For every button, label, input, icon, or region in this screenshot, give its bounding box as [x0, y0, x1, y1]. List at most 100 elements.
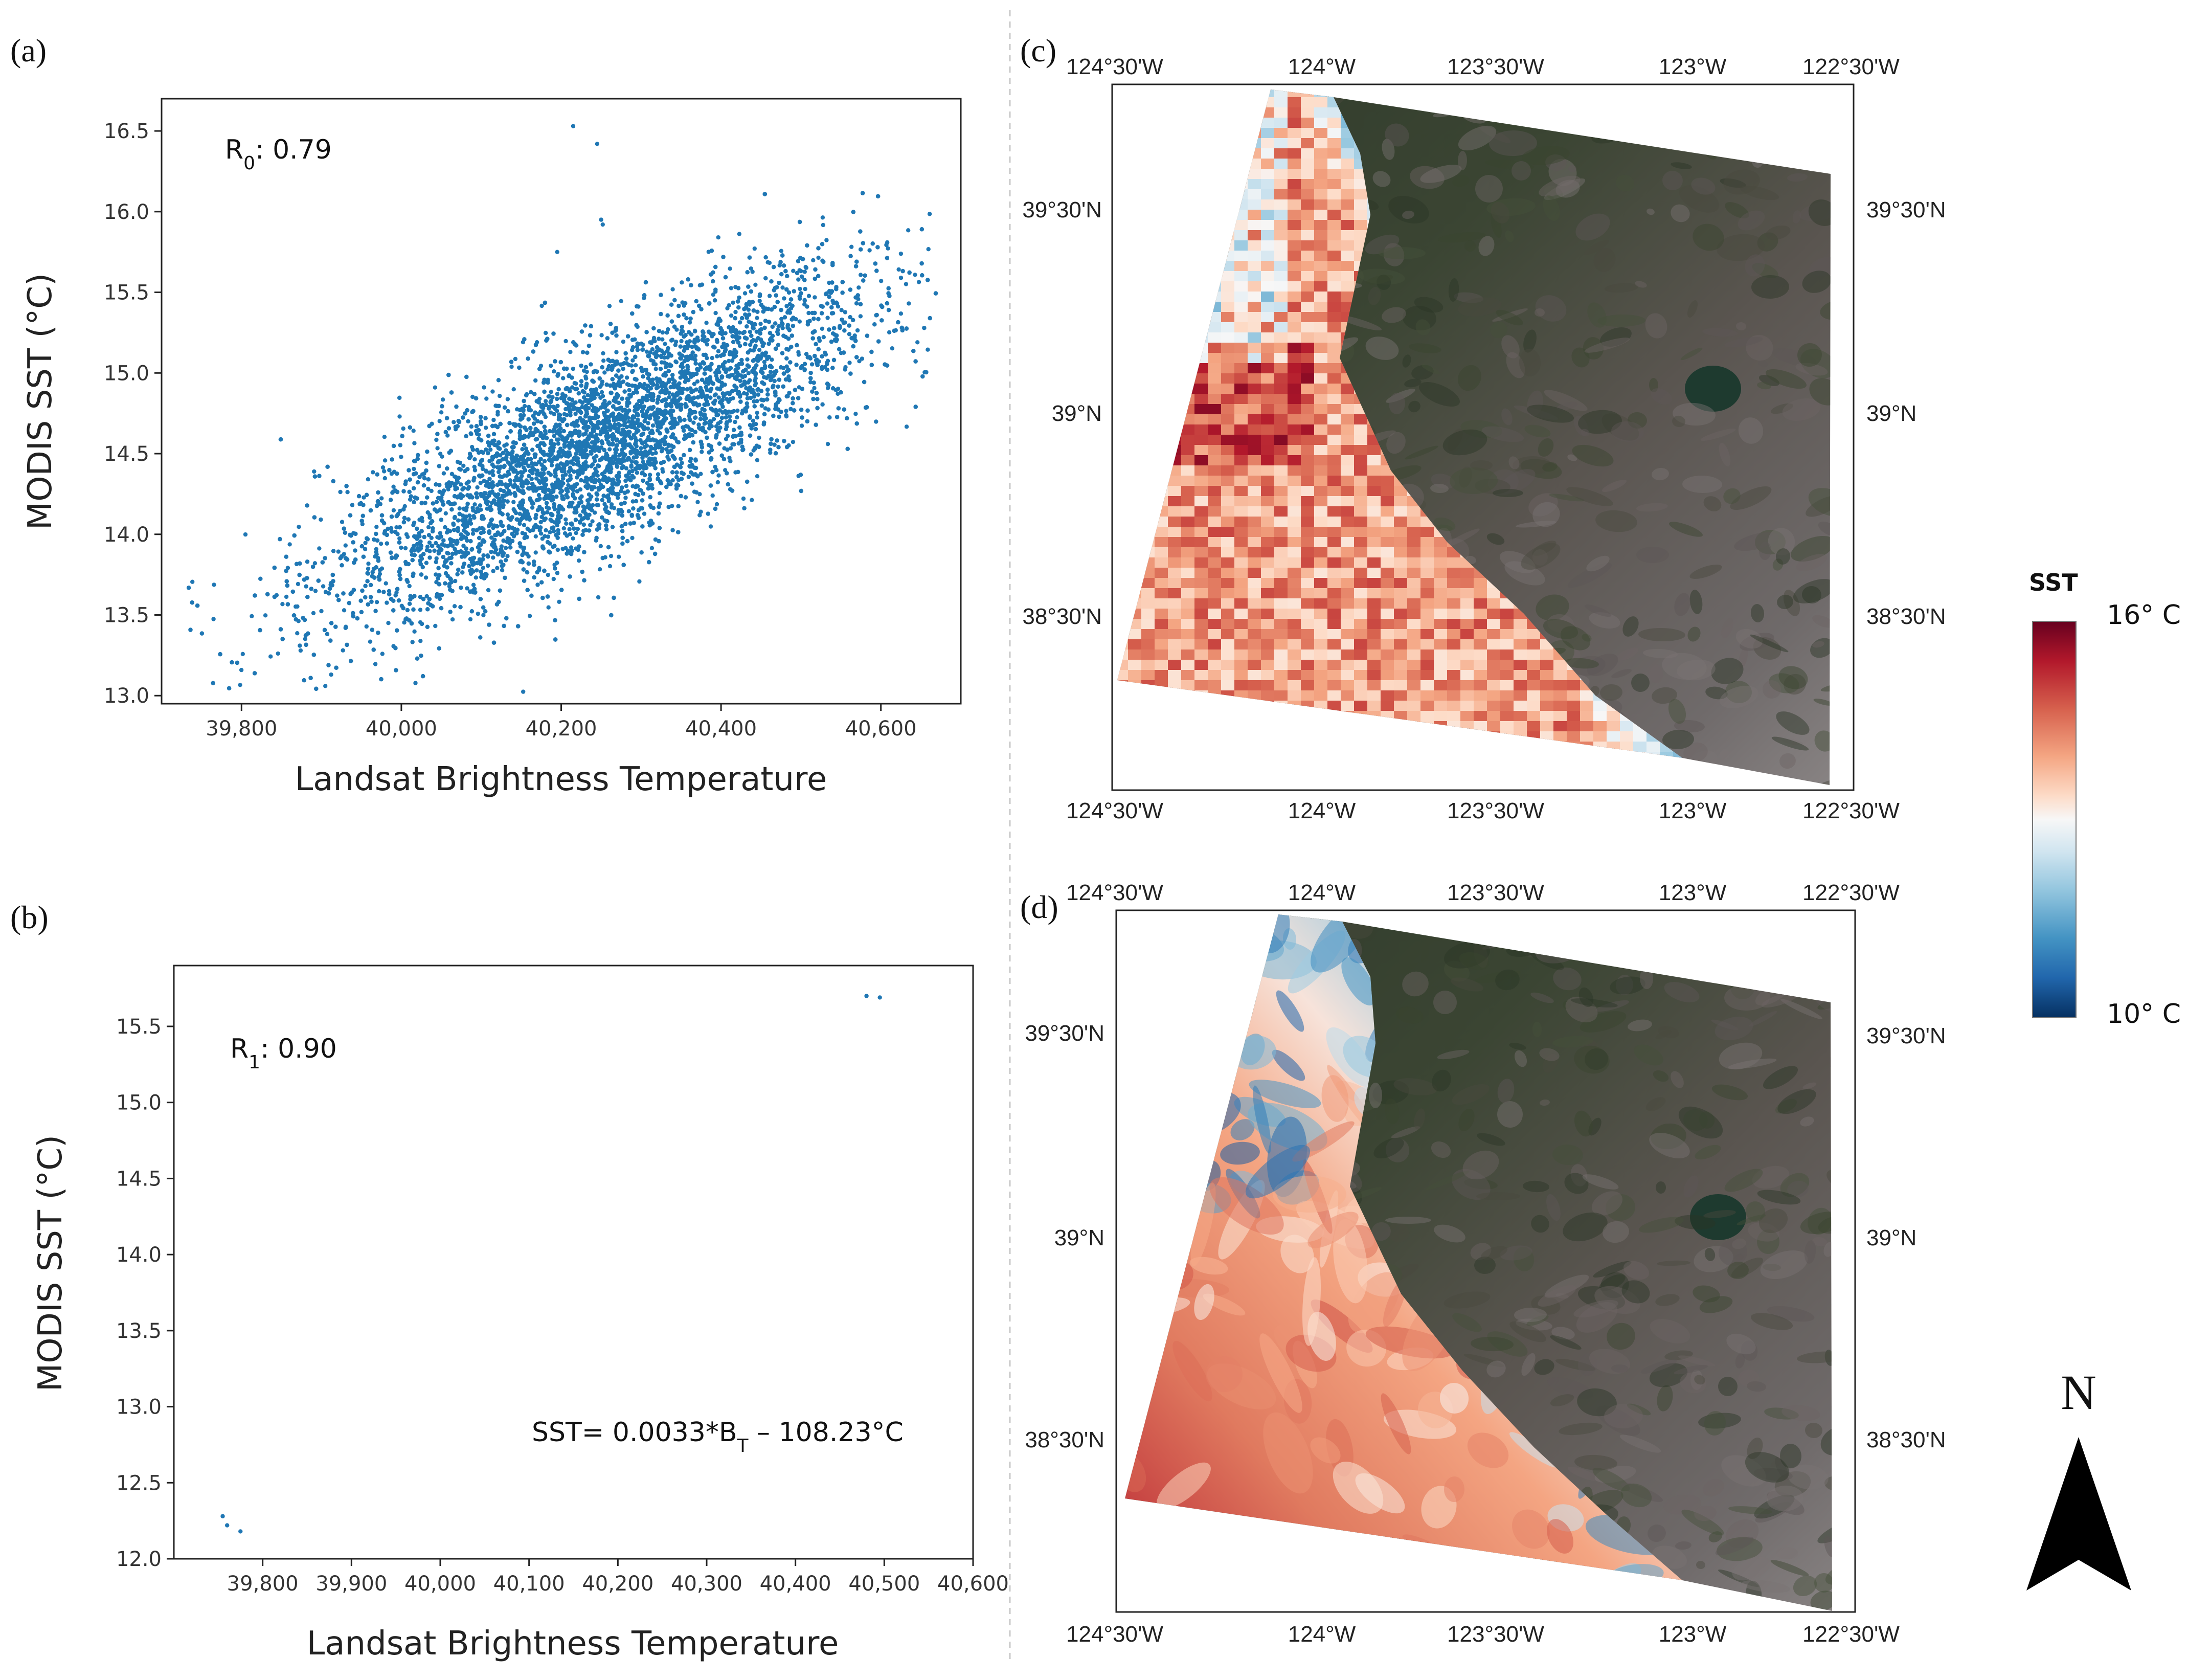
- scatter-point: [597, 567, 602, 572]
- scatter-point: [532, 559, 536, 564]
- scatter-point: [716, 395, 721, 400]
- scatter-point: [317, 546, 322, 551]
- scatter-point: [726, 434, 730, 438]
- scatter-point: [915, 340, 920, 345]
- scatter-point: [404, 532, 409, 537]
- scatter-point: [809, 362, 815, 367]
- scatter-point: [687, 320, 692, 325]
- scatter-point: [263, 613, 268, 618]
- scatter-point: [405, 608, 410, 613]
- scatter-point: [904, 424, 909, 429]
- scatter-point: [820, 326, 825, 331]
- scatter-point: [661, 469, 665, 474]
- scatter-point: [441, 471, 446, 476]
- scatter-point: [755, 411, 759, 415]
- scatter-point: [731, 300, 735, 305]
- scatter-point: [378, 542, 384, 546]
- scatter-point: [630, 358, 635, 363]
- scatter-point: [563, 517, 568, 522]
- scatter-point: [597, 464, 601, 468]
- scatter-point: [820, 215, 825, 220]
- scatter-point: [461, 565, 465, 570]
- scatter-point: [679, 339, 684, 344]
- scatter-point: [825, 301, 830, 306]
- scatter-point: [491, 555, 495, 560]
- scatter-point: [657, 491, 662, 496]
- scatter-point: [498, 393, 502, 398]
- scatter-point: [758, 322, 763, 326]
- scatter-point: [716, 235, 721, 240]
- scatter-point: [896, 267, 901, 272]
- scatter-point: [744, 386, 749, 391]
- scatter-point: [735, 415, 739, 420]
- scatter-point: [321, 584, 326, 589]
- scatter-point: [634, 363, 638, 368]
- scatter-point: [536, 492, 542, 498]
- scatter-point: [779, 317, 784, 321]
- scatter-point: [443, 525, 447, 530]
- scatter-point: [860, 356, 865, 361]
- scatter-point: [399, 545, 403, 550]
- scatter-point: [495, 566, 500, 570]
- scatter-point: [898, 251, 904, 256]
- scatter-point: [857, 359, 862, 364]
- scatter-point: [345, 490, 350, 495]
- scatter-point: [824, 238, 829, 242]
- scatter-point: [742, 382, 747, 387]
- scatter-point: [212, 583, 216, 587]
- scatter-point: [782, 296, 786, 301]
- scatter-point: [607, 304, 612, 308]
- scatter-point: [547, 429, 552, 434]
- scatter-point: [601, 351, 605, 355]
- scatter-point: [670, 287, 675, 292]
- scatter-point: [776, 343, 781, 347]
- scatter-point: [757, 348, 762, 352]
- scatter-point: [733, 419, 737, 424]
- scatter-point: [572, 380, 577, 386]
- scatter-point: [566, 483, 571, 488]
- scatter-point: [298, 643, 302, 648]
- scatter-point: [413, 681, 418, 685]
- scatter-point: [589, 362, 593, 367]
- scatter-point: [659, 360, 664, 365]
- scatter-point: [385, 600, 389, 605]
- scatter-point: [379, 496, 384, 501]
- scatter-point: [598, 544, 603, 549]
- scatter-point: [600, 429, 605, 434]
- scatter-point: [549, 498, 554, 503]
- scatter-point: [746, 371, 751, 375]
- scatter-point: [568, 350, 573, 354]
- scatter-point: [578, 487, 583, 492]
- scatter-point: [571, 536, 575, 541]
- scatter-point: [593, 458, 597, 463]
- scatter-point: [312, 469, 317, 474]
- scatter-point: [820, 258, 825, 263]
- scatter-point: [593, 510, 597, 515]
- scatter-point: [468, 617, 473, 622]
- scatter-point: [727, 456, 732, 460]
- scatter-point: [555, 547, 560, 552]
- scatter-point: [457, 506, 462, 511]
- plot-frame-a: [161, 98, 962, 705]
- scatter-point: [398, 508, 402, 513]
- scatter-point: [714, 502, 719, 507]
- scatter-point: [544, 330, 548, 335]
- scatter-point: [733, 309, 738, 315]
- scatter-point: [374, 600, 379, 604]
- scatter-point: [577, 558, 581, 563]
- scatter-point: [486, 451, 490, 456]
- scatter-point: [715, 354, 719, 359]
- scatter-point: [312, 561, 318, 566]
- scatter-point: [471, 514, 476, 519]
- scatter-point: [767, 294, 772, 298]
- scatter-point: [653, 367, 658, 371]
- scatter-point: [418, 608, 423, 612]
- scatter-point: [791, 440, 796, 444]
- scatter-point: [707, 426, 712, 431]
- scatter-point: [374, 525, 379, 529]
- scatter-point: [412, 441, 417, 445]
- scatter-point: [695, 500, 700, 504]
- scatter-point: [670, 504, 674, 508]
- scatter-point: [821, 335, 826, 340]
- scatter-point: [382, 469, 387, 474]
